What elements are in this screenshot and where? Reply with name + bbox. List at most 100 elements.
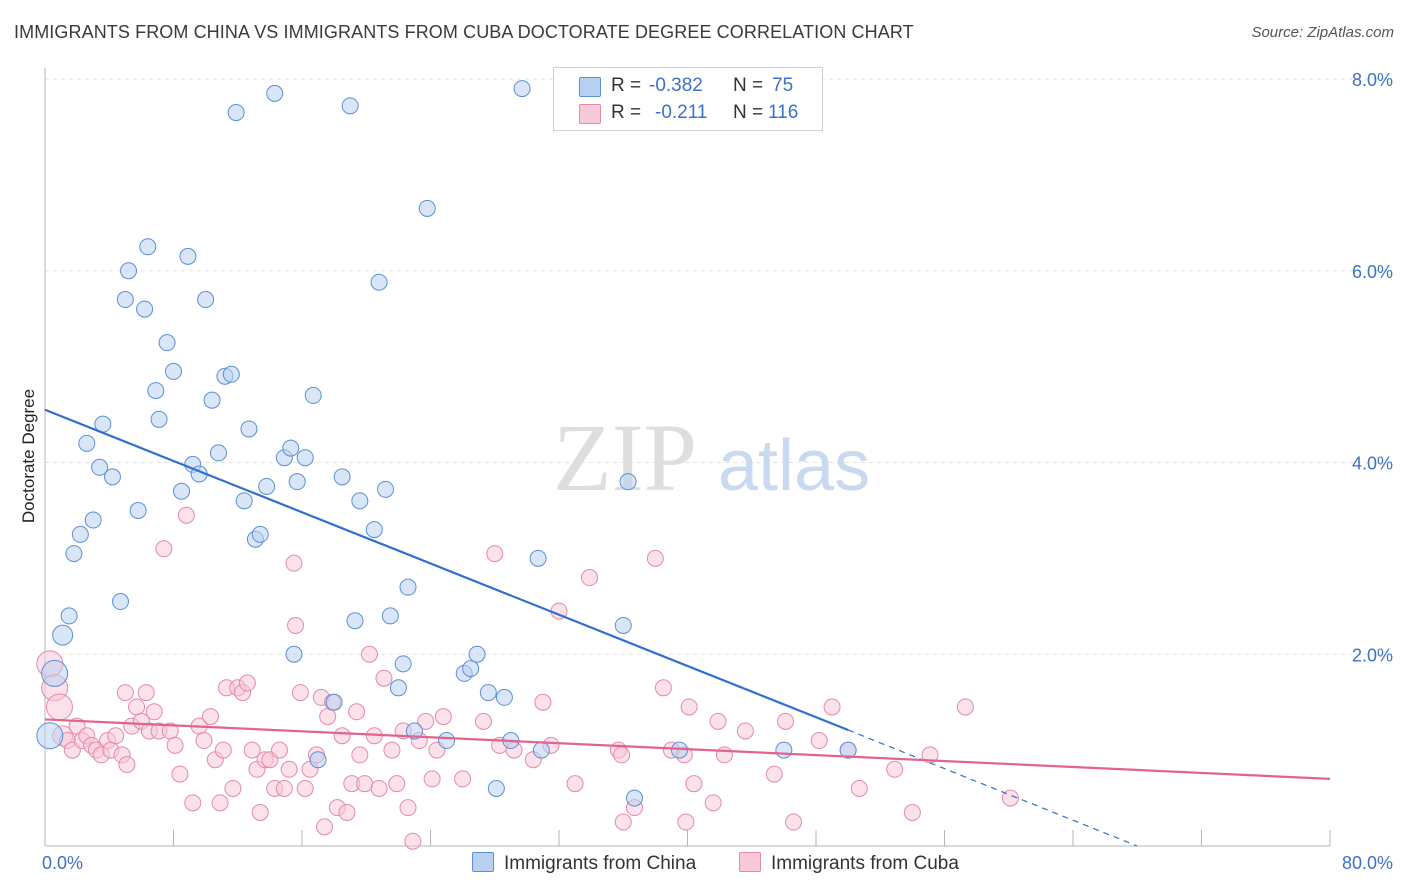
china-point-36 — [266, 84, 284, 102]
tick-labels: 2.0% 4.0% 6.0% 8.0% 0.0% 80.0% — [42, 70, 1393, 873]
cuba-point-105 — [709, 712, 727, 730]
china-point-14 — [129, 501, 147, 519]
cuba-point-59 — [319, 708, 337, 726]
china-legend-swatch — [472, 852, 494, 872]
cuba-point-27 — [166, 736, 184, 754]
x-tick-label-0: 0.0% — [42, 853, 83, 873]
y-tick-label-3: 8.0% — [1352, 70, 1393, 90]
china-point-60 — [462, 660, 480, 678]
cuba-point-98 — [654, 679, 672, 697]
cuba-point-108 — [765, 765, 783, 783]
china-point-40 — [296, 449, 314, 467]
cuba-point-111 — [810, 732, 828, 750]
china-point-52 — [381, 607, 399, 625]
china-point-46 — [341, 97, 359, 115]
cuba-point-36 — [214, 741, 232, 759]
bottom-legend-cuba: Immigrants from Cuba — [739, 852, 959, 875]
china-r-value: -0.382 — [649, 75, 703, 96]
china-point-20 — [165, 362, 182, 380]
china-point-57 — [418, 199, 436, 217]
cuba-point-104 — [704, 794, 722, 812]
china-legend-label: Immigrants from China — [504, 853, 697, 874]
cuba-point-116 — [903, 803, 921, 821]
grid-lines — [45, 78, 1392, 655]
china-point-26 — [203, 391, 221, 409]
china-trend-extension — [847, 729, 1138, 847]
china-point-47 — [346, 612, 364, 630]
cuba-point-17 — [118, 756, 136, 774]
china-point-6 — [84, 511, 102, 529]
cuba-point-51 — [285, 554, 303, 572]
china-point-70 — [619, 473, 637, 491]
china-point-35 — [258, 477, 276, 495]
china-point-53 — [389, 679, 407, 697]
china-point-56 — [405, 722, 423, 740]
chart-title: IMMIGRANTS FROM CHINA VS IMMIGRANTS FROM… — [14, 22, 914, 42]
cuba-point-48 — [271, 741, 289, 759]
cuba-point-66 — [351, 746, 369, 764]
cuba-point-103 — [685, 775, 703, 793]
y-axis-title: Doctorate Degree — [19, 389, 38, 523]
china-point-31 — [235, 492, 253, 510]
cuba-point-41 — [238, 674, 256, 692]
china-point-67 — [529, 549, 547, 567]
cuba-point-115 — [886, 760, 904, 778]
cuba-point-110 — [785, 813, 803, 831]
china-point-29 — [222, 365, 240, 383]
china-point-51 — [377, 480, 395, 498]
cuba-point-109 — [776, 712, 794, 730]
china-point-38 — [282, 439, 300, 457]
axes — [44, 68, 1331, 847]
china-point-8 — [91, 458, 109, 476]
cuba-point-21 — [137, 684, 155, 702]
china-trend-line — [44, 408, 849, 732]
china-point-50 — [370, 273, 388, 291]
china-point-13 — [116, 291, 134, 309]
cuba-point-114 — [850, 779, 868, 797]
watermark: ZIP atlas — [553, 404, 870, 511]
cuba-point-73 — [388, 775, 406, 793]
cuba-legend-label: Immigrants from Cuba — [771, 853, 959, 874]
china-n-label: N = — [733, 75, 764, 96]
cuba-point-58 — [315, 818, 333, 836]
china-point-39 — [288, 473, 306, 491]
trend-lines — [44, 408, 1331, 847]
cuba-point-83 — [475, 712, 493, 730]
cuba-point-71 — [375, 669, 393, 687]
cuba-point-81 — [434, 708, 452, 726]
cuba-r-label: R = — [611, 102, 642, 123]
cuba-point-32 — [195, 732, 213, 750]
cuba-point-84 — [486, 545, 504, 563]
cuba-point-25 — [155, 540, 173, 558]
cuba-point-72 — [383, 741, 401, 759]
cuba-point-53 — [291, 684, 309, 702]
cuba-point-50 — [280, 760, 298, 778]
china-points — [36, 80, 857, 807]
china-point-30 — [227, 104, 245, 122]
cuba-point-106 — [715, 746, 733, 764]
china-point-41 — [304, 386, 322, 404]
cuba-point-92 — [581, 569, 599, 587]
cuba-point-101 — [677, 813, 695, 831]
cuba-point-28 — [171, 765, 189, 783]
stats-legend: R = -0.382 N = 75 R = -0.211 N = 116 — [553, 67, 823, 131]
y-tick-label-0: 2.0% — [1352, 645, 1393, 665]
china-point-0 — [36, 722, 64, 750]
china-point-62 — [479, 684, 497, 702]
china-point-63 — [487, 779, 505, 797]
cuba-point-44 — [251, 803, 269, 821]
cuba-point-118 — [956, 698, 974, 716]
cuba-point-42 — [243, 741, 261, 759]
cuba-point-54 — [296, 779, 314, 797]
cuba-point-16 — [116, 684, 134, 702]
y-tick-label-2: 6.0% — [1352, 262, 1393, 282]
china-point-27 — [209, 444, 227, 462]
cuba-n-label: N = — [733, 102, 764, 123]
china-point-1 — [41, 659, 69, 687]
china-point-25 — [197, 291, 215, 309]
cuba-point-52 — [287, 616, 305, 634]
x-tick-label-1: 80.0% — [1342, 853, 1393, 873]
china-point-66 — [513, 80, 531, 98]
cuba-point-112 — [823, 698, 841, 716]
